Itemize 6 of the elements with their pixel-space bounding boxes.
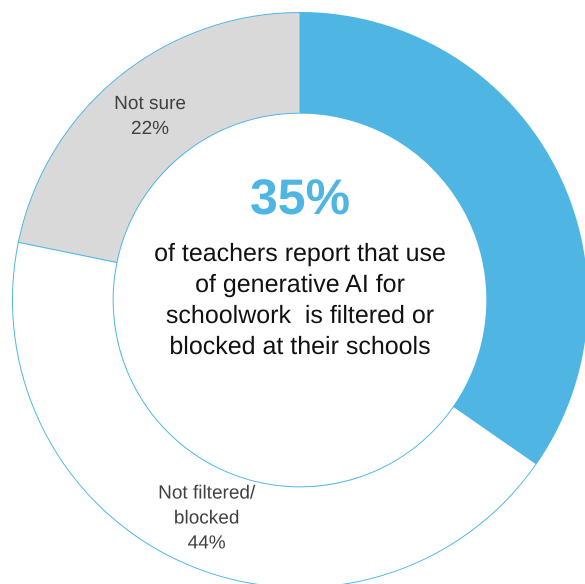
data-label: 22%	[131, 118, 170, 139]
text: of teachers report that use of generative AI for schoolwork is filtered or blocked at their schools	[153, 238, 447, 362]
data-label: 35%	[250, 168, 350, 225]
data-label: 44%	[188, 532, 226, 554]
slice-label: Not sure	[114, 92, 186, 114]
slice-label: Not filtered/ blocked	[158, 482, 256, 528]
